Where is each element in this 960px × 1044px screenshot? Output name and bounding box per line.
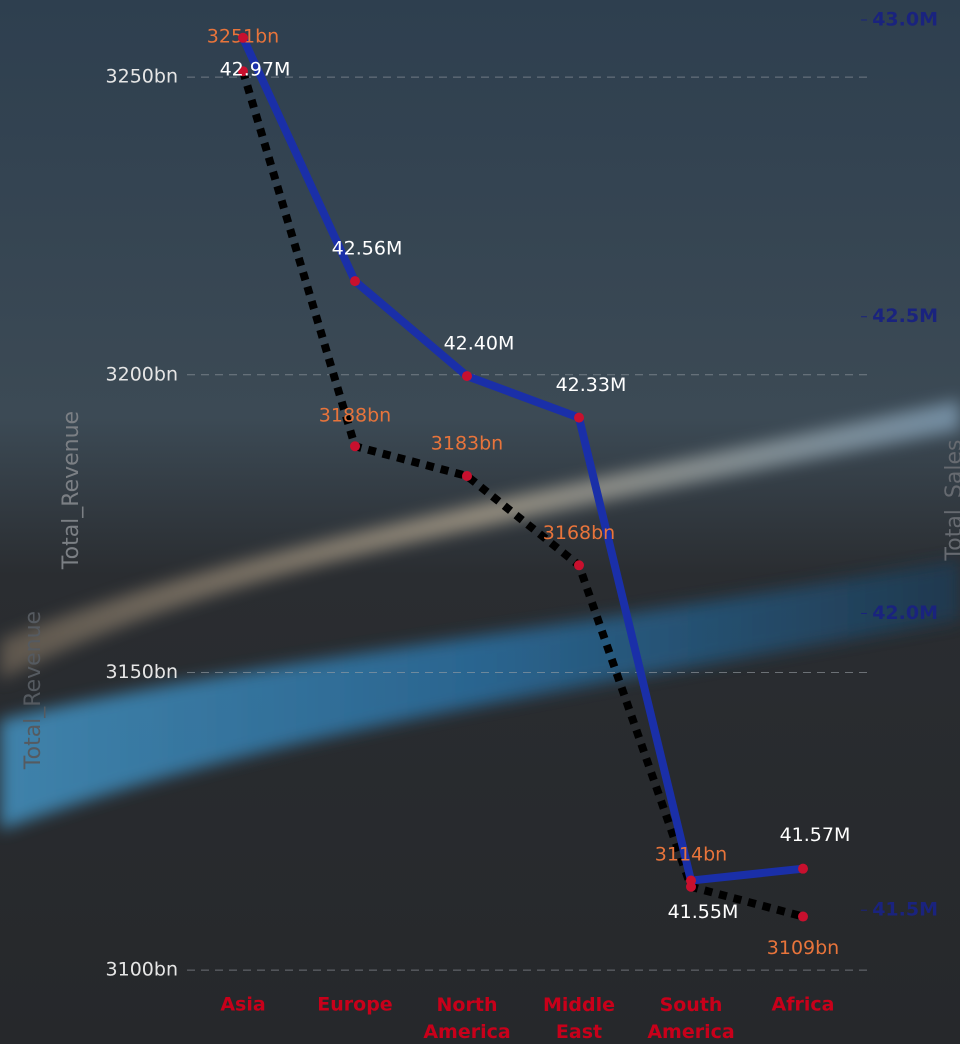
y2-tick-label: 42.0M (872, 602, 938, 624)
data-label: 41.55M (668, 901, 739, 923)
y-tick-label: 3250bn (106, 66, 178, 88)
y2-tick-label: 43.0M (872, 9, 938, 31)
x-tick-label: Asia (220, 994, 265, 1016)
data-point (574, 412, 584, 423)
x-tick-label: Middle East (543, 994, 615, 1043)
data-point (574, 560, 584, 571)
x-tick-label: South America (647, 994, 734, 1043)
background-streak (0, 400, 960, 680)
data-point (350, 441, 360, 452)
series-line (239, 70, 805, 921)
data-label: 3168bn (543, 522, 615, 544)
data-point (350, 276, 360, 287)
data-label: 42.56M (332, 238, 403, 260)
data-label: 3183bn (431, 433, 503, 455)
x-tick-label: Europe (317, 994, 392, 1016)
y2-tick-label: 41.5M (872, 899, 938, 921)
y-tick-label: 3200bn (106, 363, 178, 385)
series-line (239, 36, 804, 885)
data-label: 42.97M (220, 58, 291, 80)
data-label: 3188bn (319, 405, 391, 427)
background-glow (0, 560, 960, 830)
data-point (462, 371, 472, 382)
y2-tick-label: 42.5M (872, 305, 938, 327)
data-label: 3109bn (767, 937, 839, 959)
x-tick-label: Africa (772, 994, 835, 1016)
data-point (798, 911, 808, 922)
x-tick-label: North America (423, 994, 510, 1043)
y-tick-label: 3100bn (106, 959, 178, 981)
data-point (238, 66, 248, 77)
data-label: 42.40M (444, 333, 515, 355)
data-label: 3114bn (655, 843, 727, 865)
y-axis-title: Total_Revenue (21, 611, 46, 770)
data-label: 42.33M (556, 374, 627, 396)
y-tick-label: 3150bn (106, 661, 178, 683)
y2-axis-title: Total_Sales (942, 440, 960, 562)
data-point (238, 32, 248, 43)
y-axis-title-shadow: Total_Revenue (59, 411, 84, 570)
data-point (462, 471, 472, 482)
data-point (798, 863, 808, 874)
data-label: 41.57M (780, 824, 851, 846)
data-point (686, 875, 696, 886)
